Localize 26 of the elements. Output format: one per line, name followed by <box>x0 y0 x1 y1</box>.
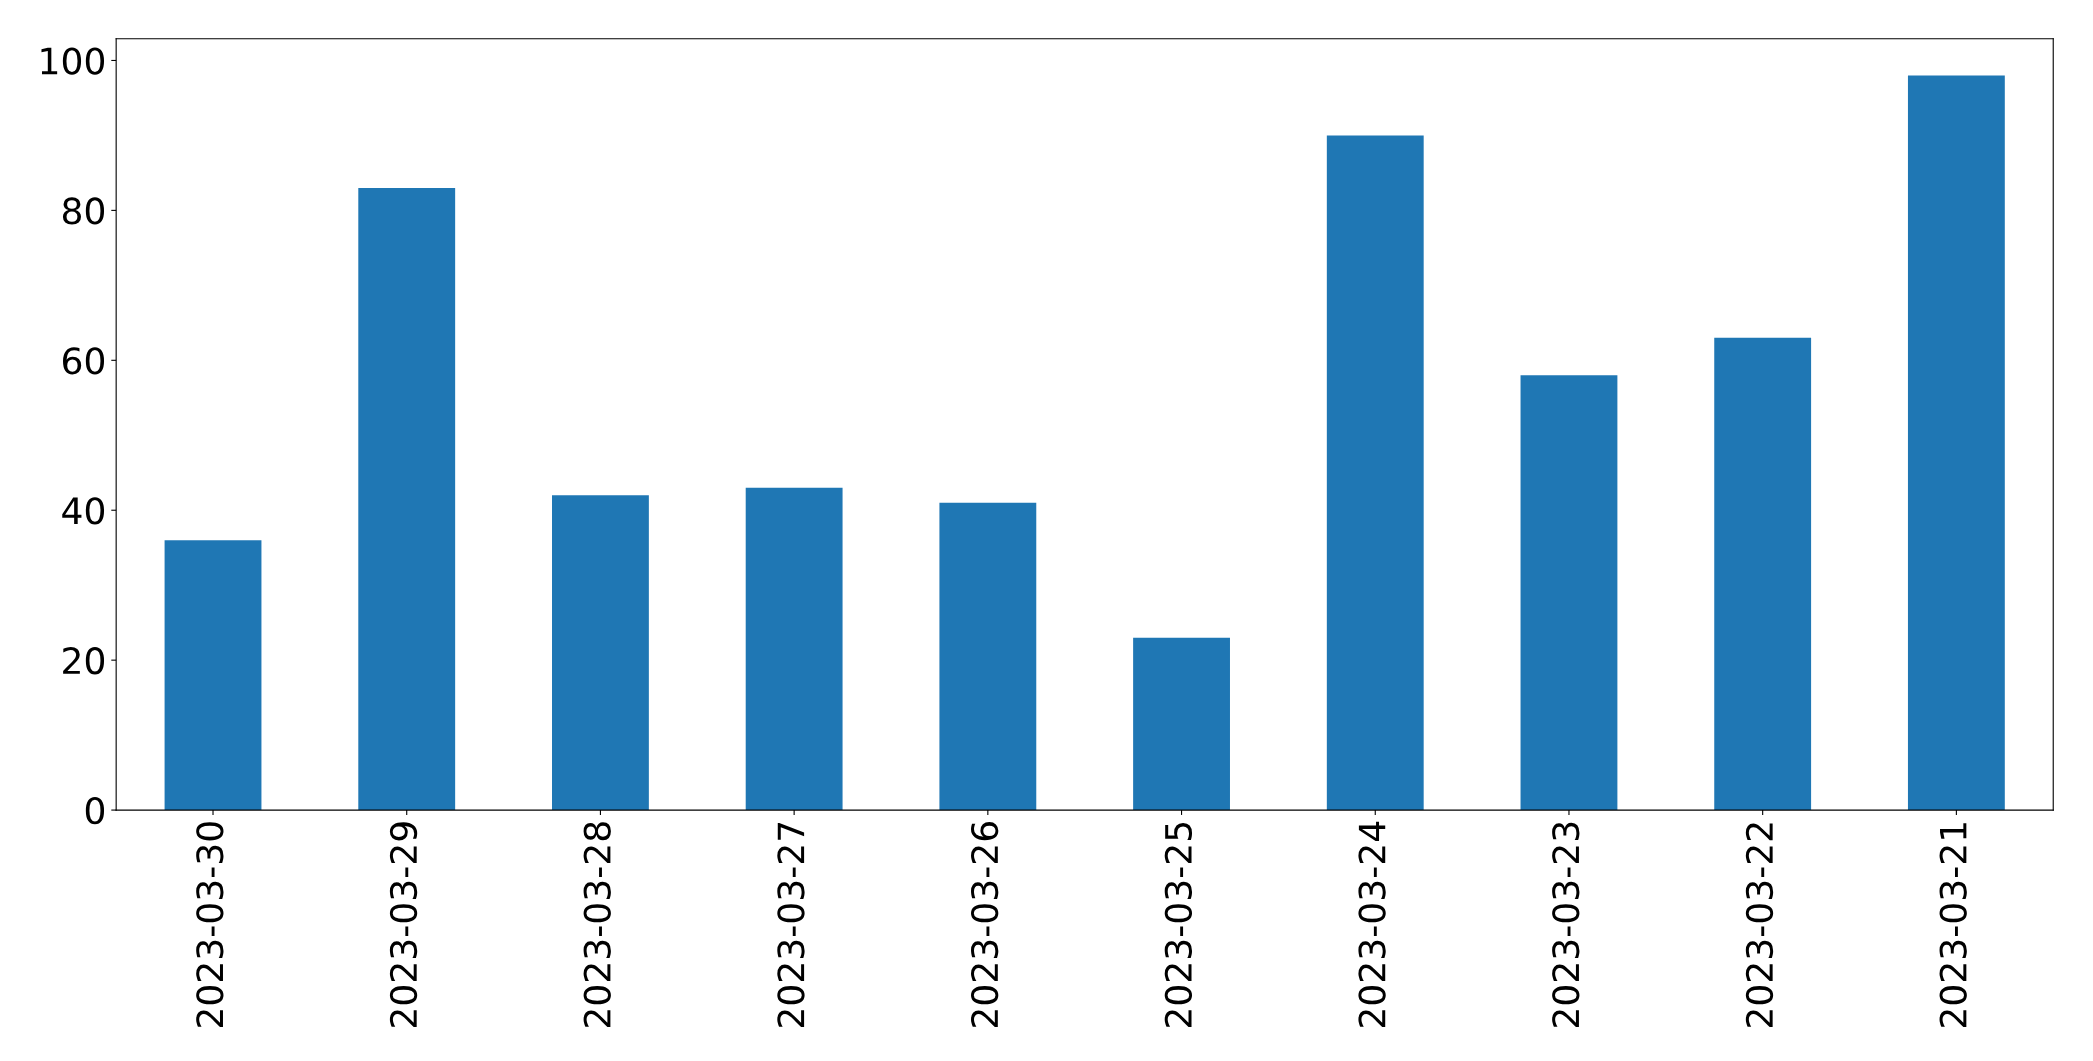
bar <box>358 187 456 811</box>
bar <box>1326 135 1424 811</box>
x-tick-label: 2023-03-26 <box>971 822 999 1028</box>
x-tick-label: 2023-03-29 <box>389 822 418 1028</box>
bar <box>1714 337 1812 811</box>
x-tick-label: 2023-03-24 <box>1358 821 1386 1028</box>
x-tick-label: 2023-03-21 <box>1939 823 1967 1028</box>
y-tick-label: 80 <box>62 197 105 225</box>
y-tick-label: 100 <box>41 47 105 75</box>
x-tick-label: 2023-03-25 <box>1164 822 1193 1028</box>
bar <box>1133 637 1230 811</box>
bar <box>1907 75 2005 811</box>
bar <box>1520 375 1618 811</box>
bar <box>552 495 649 811</box>
x-tick-label: 2023-03-22 <box>1745 823 1774 1028</box>
bar <box>939 502 1037 811</box>
x-tick-label: 2023-03-28 <box>583 822 611 1028</box>
x-tick-label: 2023-03-23 <box>1552 822 1580 1028</box>
x-tick-label: 2023-03-27 <box>777 822 805 1028</box>
y-tick-label: 40 <box>62 497 105 525</box>
y-tick-label: 20 <box>63 647 105 675</box>
bar <box>164 540 262 811</box>
x-tick-label: 2023-03-30 <box>196 822 224 1028</box>
bar <box>745 487 843 811</box>
y-tick-label: 60 <box>63 347 105 375</box>
y-tick-label: 0 <box>85 796 105 825</box>
